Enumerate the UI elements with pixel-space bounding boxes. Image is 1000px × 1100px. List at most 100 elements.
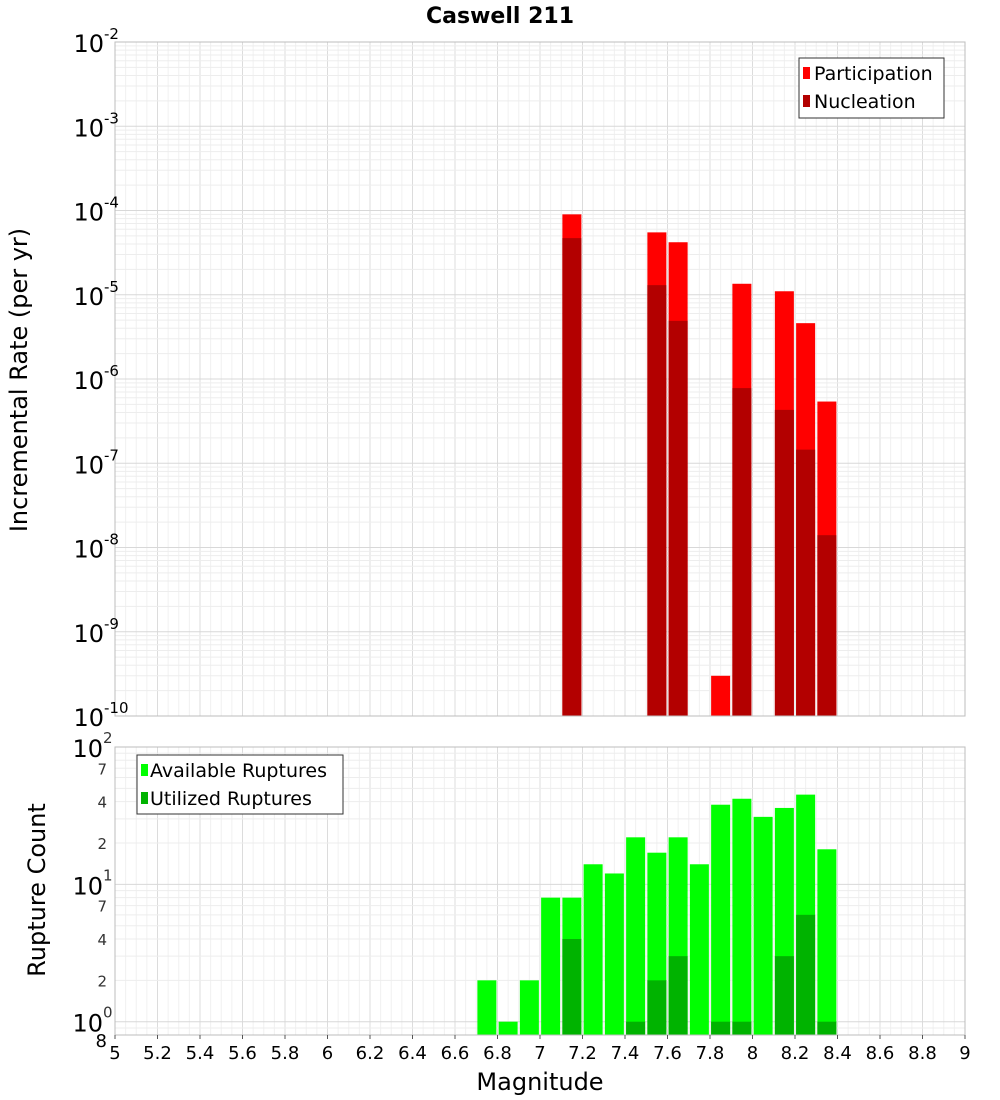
x-tick-label: 8.8 — [908, 1043, 937, 1064]
x-tick-label: 7.6 — [653, 1043, 682, 1064]
available-ruptures-bar — [711, 804, 731, 1035]
x-tick-label: 7.2 — [568, 1043, 597, 1064]
x-tick-label: 9 — [959, 1043, 970, 1064]
utilized-ruptures-bar — [647, 980, 667, 1035]
rate-y-tick-label: 10 -4 — [73, 194, 119, 227]
rate-y-tick-label: 10 -10 — [73, 699, 128, 732]
count-y-minor-tick-label: 2 — [97, 972, 107, 990]
rate-y-tick-base: 10 — [73, 367, 104, 395]
rate-legend-label: Nucleation — [814, 91, 916, 113]
count-y-tick-base: 10 — [72, 735, 103, 763]
rate-y-tick-exponent: -3 — [104, 109, 119, 127]
count-y-tick-base: 10 — [72, 1010, 103, 1038]
count-legend: Available Ruptures Utilized Ruptures — [136, 754, 344, 815]
utilized-ruptures-bar — [732, 1021, 752, 1035]
count-legend-swatch — [141, 764, 148, 776]
rate-y-tick-base: 10 — [73, 199, 104, 227]
x-tick-label: 5.8 — [271, 1043, 300, 1064]
rate-y-tick-exponent: -5 — [104, 278, 119, 296]
rate-plot-frame — [114, 41, 966, 717]
x-tick-label: 6.6 — [441, 1043, 470, 1064]
available-ruptures-bar — [817, 849, 837, 1035]
available-ruptures-bar — [626, 837, 646, 1035]
x-tick-label: 6.4 — [398, 1043, 427, 1064]
x-tick-label: 6 — [322, 1043, 333, 1064]
x-tick-label: 6.8 — [483, 1043, 512, 1064]
utilized-ruptures-bar — [774, 956, 794, 1035]
count-y-minor-tick-label: 4 — [97, 931, 107, 949]
rate-y-tick-exponent: -2 — [104, 25, 119, 43]
x-tick-label: 5.6 — [228, 1043, 257, 1064]
x-tick-label: 5.2 — [143, 1043, 172, 1064]
utilized-ruptures-bar — [562, 939, 582, 1035]
rate-legend-swatch — [803, 95, 810, 107]
count-y-tick-exponent: 1 — [103, 866, 113, 884]
x-tick-label: 7.4 — [611, 1043, 640, 1064]
rate-y-tick-label: 10 -9 — [73, 615, 119, 648]
x-tick-label: 7.8 — [696, 1043, 725, 1064]
x-tick-label: 5 — [109, 1043, 120, 1064]
count-legend-label: Utilized Ruptures — [150, 788, 312, 810]
available-ruptures-bar — [519, 980, 539, 1035]
rate-y-tick-exponent: -10 — [104, 699, 129, 717]
rate-y-tick-label: 10 -5 — [73, 278, 119, 311]
count-y-minor-tick-label: 4 — [97, 794, 107, 812]
count-y-tick-exponent: 0 — [103, 1004, 113, 1022]
count-y-minor-tick-label: 8 — [96, 1031, 107, 1052]
rate-y-tick-base: 10 — [73, 451, 104, 479]
available-ruptures-bar — [498, 1021, 518, 1035]
x-tick-label: 8 — [747, 1043, 758, 1064]
rate-y-tick-base: 10 — [73, 283, 104, 311]
x-tick-label: 7 — [534, 1043, 545, 1064]
available-ruptures-bar — [583, 864, 603, 1035]
count-y-tick-base: 10 — [72, 872, 103, 900]
rate-y-tick-label: 10 -7 — [73, 446, 119, 479]
available-ruptures-bar — [753, 816, 773, 1035]
participation-bar — [711, 675, 731, 716]
x-tick-label: 5.4 — [186, 1043, 215, 1064]
nucleation-bar — [562, 238, 582, 716]
rate-y-tick-base: 10 — [73, 30, 104, 58]
rate-y-tick-label: 10 -2 — [73, 25, 119, 58]
x-tick-label: 8.2 — [781, 1043, 810, 1064]
nucleation-bar — [732, 388, 752, 716]
available-ruptures-bar — [689, 864, 709, 1035]
utilized-ruptures-bar — [817, 1021, 837, 1035]
available-ruptures-bar — [604, 873, 624, 1035]
x-tick-label: 8.4 — [823, 1043, 852, 1064]
nucleation-bar — [774, 409, 794, 716]
available-ruptures-bar — [541, 897, 561, 1035]
rate-legend-label: Participation — [814, 63, 933, 85]
rate-y-tick-exponent: -4 — [104, 194, 119, 212]
utilized-ruptures-bar — [626, 1021, 646, 1035]
x-tick-label: 6.2 — [356, 1043, 385, 1064]
utilized-ruptures-bar — [711, 1021, 731, 1035]
rate-y-tick-label: 10 -8 — [73, 531, 119, 564]
nucleation-bar — [817, 535, 837, 716]
nucleation-bar — [668, 320, 688, 716]
count-y-minor-tick-label: 7 — [97, 760, 107, 778]
rate-y-tick-exponent: -9 — [104, 615, 119, 633]
rate-y-tick-exponent: -7 — [104, 446, 119, 464]
utilized-ruptures-bar — [796, 914, 816, 1035]
rate-legend: Participation Nucleation — [798, 57, 945, 119]
rate-y-tick-base: 10 — [73, 536, 104, 564]
rate-y-tick-exponent: -8 — [104, 531, 119, 549]
nucleation-bar — [796, 449, 816, 716]
rate-y-tick-label: 10 -6 — [73, 362, 119, 395]
rate-y-tick-label: 10 -3 — [73, 109, 119, 142]
count-legend-label: Available Ruptures — [150, 760, 327, 782]
rate-legend-swatch — [803, 67, 810, 79]
x-axis-label: Magnitude — [476, 1068, 603, 1096]
count-legend-swatch — [141, 792, 148, 804]
count-y-axis-label: Rupture Count — [23, 803, 51, 977]
count-y-tick-label: 10 0 — [72, 1004, 112, 1038]
count-y-minor-tick-label: 2 — [97, 835, 107, 853]
count-y-tick-label: 10 2 — [72, 729, 112, 763]
x-axis: 5 5.2 5.4 5.6 5.8 6 6.2 6.4 6.6 6.8 7 7.2 7.4 7.6 7.8 8… — [109, 1035, 971, 1064]
count-y-minor-tick-label: 7 — [97, 898, 107, 916]
count-legend-box — [136, 754, 344, 815]
available-ruptures-bar — [732, 798, 752, 1035]
